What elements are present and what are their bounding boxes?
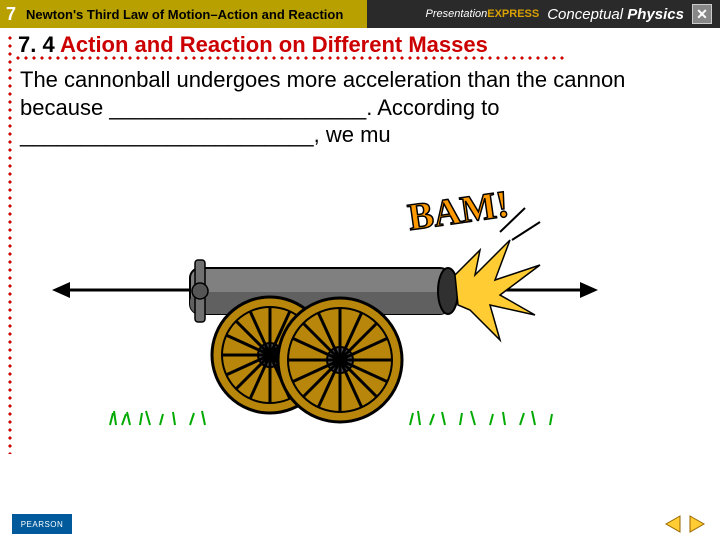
fire-arrow-head xyxy=(580,282,598,298)
chapter-title: Newton's Third Law of Motion–Action and … xyxy=(22,7,343,22)
prev-button[interactable] xyxy=(662,513,684,535)
footer-bar: PEARSON xyxy=(0,508,720,540)
chapter-number: 7 xyxy=(0,4,22,25)
pearson-logo: PEARSON xyxy=(12,514,72,534)
close-button[interactable]: ✕ xyxy=(692,4,712,24)
dotted-border-left xyxy=(8,34,12,454)
brand-area: PresentationEXPRESS Conceptual Physics ✕ xyxy=(425,0,712,28)
brand-presentation-express: PresentationEXPRESS xyxy=(425,8,539,20)
header-bar: 7 Newton's Third Law of Motion–Action an… xyxy=(0,0,720,28)
cannon-illustration: BAM! xyxy=(50,180,600,460)
nav-arrows xyxy=(662,513,708,535)
recoil-arrow-head xyxy=(52,282,70,298)
section-number: 7. 4 xyxy=(18,32,55,57)
section-heading: Action and Reaction on Different Masses xyxy=(60,32,488,57)
dotted-border-top xyxy=(14,56,564,60)
next-button[interactable] xyxy=(686,513,708,535)
brand-conceptual-physics: Conceptual Physics xyxy=(547,6,684,23)
cannon-wheel-front xyxy=(278,298,402,422)
bam-text: BAM! xyxy=(405,183,511,239)
body-text: The cannonball undergoes more accelerati… xyxy=(20,66,670,149)
section-title: 7. 4 Action and Reaction on Different Ma… xyxy=(18,32,488,58)
